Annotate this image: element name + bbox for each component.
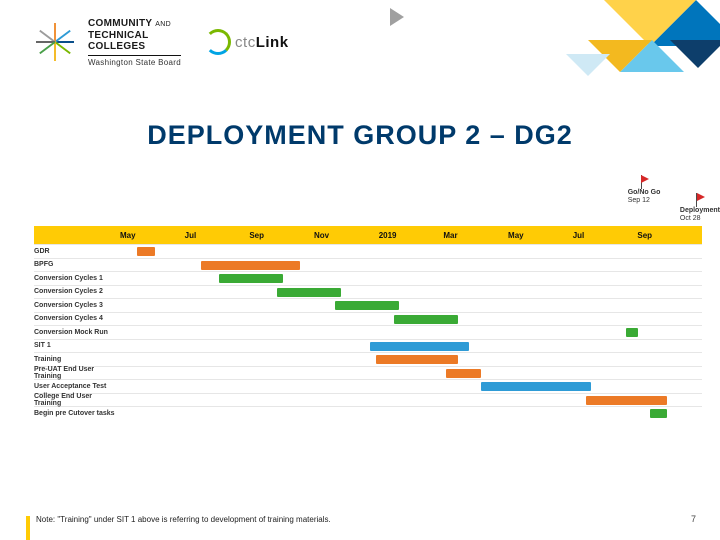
task-label: Conversion Cycles 4 (34, 315, 120, 322)
task-plot (120, 286, 702, 299)
gantt-row: Conversion Cycles 2 (34, 285, 702, 299)
gantt-row: BPFG (34, 258, 702, 272)
task-label: SIT 1 (34, 342, 120, 349)
task-plot (120, 367, 702, 380)
task-plot (120, 272, 702, 285)
gantt-bar (201, 261, 300, 270)
gantt-bar (335, 301, 399, 310)
accent-bar (26, 516, 30, 540)
gantt-row: User Acceptance Test (34, 379, 702, 393)
timeline-month: Jul (185, 231, 250, 240)
task-plot (120, 380, 702, 393)
gantt-bar (626, 328, 638, 337)
task-label: Begin pre Cutover tasks (34, 410, 120, 417)
flag-icon (641, 175, 649, 183)
gantt-bar (586, 396, 667, 405)
gantt-chart: MayJulSepNov2019MarMayJulSep GDRBPFGConv… (34, 226, 702, 420)
timeline-month: Nov (314, 231, 379, 240)
task-plot (120, 245, 702, 258)
gantt-bar (219, 274, 283, 283)
task-label: Training (34, 356, 120, 363)
task-label: BPFG (34, 261, 120, 268)
milestone-flags: Go/No GoSep 12DeploymentOct 28 (120, 175, 700, 221)
gantt-bar (370, 342, 469, 351)
task-plot (120, 340, 702, 353)
ctclink-ctc: ctc (235, 34, 256, 51)
milestone-label: Go/No GoSep 12 (628, 189, 661, 204)
task-label: College End User Training (34, 393, 120, 407)
gantt-rows: GDR BPFG Conversion Cycles 1 Conversion Cyc… (34, 244, 702, 420)
gantt-bar (481, 382, 592, 391)
timeline-month: May (120, 231, 185, 240)
sbctc-logo-text: COMMUNITY AND TECHNICAL COLLEGES Washing… (88, 18, 181, 67)
decorative-triangles (500, 0, 720, 100)
page-number: 7 (691, 514, 696, 524)
gantt-row: GDR (34, 244, 702, 258)
gantt-bar (376, 355, 457, 364)
task-plot (120, 394, 702, 407)
logo-sub: Washington State Board (88, 58, 181, 67)
task-plot (120, 259, 702, 272)
milestone-label: DeploymentOct 28 (680, 207, 720, 222)
gantt-bar (277, 288, 341, 297)
milestone-flag: Go/No GoSep 12 (622, 175, 661, 204)
timeline-month: 2019 (379, 231, 444, 240)
task-plot (120, 313, 702, 326)
milestone-flag: DeploymentOct 28 (674, 193, 720, 222)
timeline-header: MayJulSepNov2019MarMayJulSep (34, 226, 702, 244)
gantt-bar (394, 315, 458, 324)
task-label: Pre-UAT End User Training (34, 366, 120, 380)
gantt-row: Training (34, 352, 702, 366)
deco-triangle (670, 40, 720, 68)
logo-line1: COMMUNITY (88, 18, 152, 29)
gantt-row: Conversion Cycles 3 (34, 298, 702, 312)
gantt-row: Conversion Cycles 1 (34, 271, 702, 285)
task-plot (120, 326, 702, 339)
gantt-row: SIT 1 (34, 339, 702, 353)
footnote: Note: "Training" under SIT 1 above is re… (36, 515, 331, 524)
gantt-bar (137, 247, 154, 256)
logo-line2: TECHNICAL (88, 30, 181, 42)
deco-triangle (566, 54, 610, 76)
flag-icon (697, 193, 705, 201)
gantt-row: Begin pre Cutover tasks (34, 406, 702, 420)
timeline-month: Mar (443, 231, 508, 240)
timeline-month: Jul (573, 231, 638, 240)
page-title: DEPLOYMENT GROUP 2 – DG2 (0, 120, 720, 151)
logo-line3: COLLEGES (88, 41, 181, 53)
gantt-row: Conversion Cycles 4 (34, 312, 702, 326)
logo-and: AND (155, 21, 171, 28)
task-plot (120, 353, 702, 366)
gantt-row: Conversion Mock Run (34, 325, 702, 339)
task-plot (120, 407, 702, 420)
play-icon (390, 8, 404, 26)
gantt-bar (446, 369, 481, 378)
header: COMMUNITY AND TECHNICAL COLLEGES Washing… (36, 18, 289, 67)
gantt-row: Pre-UAT End User Training (34, 366, 702, 380)
timeline-month: Sep (637, 231, 702, 240)
task-label: Conversion Cycles 1 (34, 275, 120, 282)
timeline-month: May (508, 231, 573, 240)
task-label: Conversion Cycles 2 (34, 288, 120, 295)
task-label: User Acceptance Test (34, 383, 120, 390)
ctclink-logo: ctcLink (205, 29, 289, 55)
task-plot (120, 299, 702, 312)
ctclink-swirl-icon (205, 29, 231, 55)
task-label: GDR (34, 248, 120, 255)
timeline-month: Sep (249, 231, 314, 240)
task-label: Conversion Cycles 3 (34, 302, 120, 309)
gantt-row: College End User Training (34, 393, 702, 407)
gantt-bar (650, 409, 667, 418)
task-label: Conversion Mock Run (34, 329, 120, 336)
ctclink-link: Link (256, 34, 289, 51)
sbctc-starburst-icon (36, 23, 74, 61)
